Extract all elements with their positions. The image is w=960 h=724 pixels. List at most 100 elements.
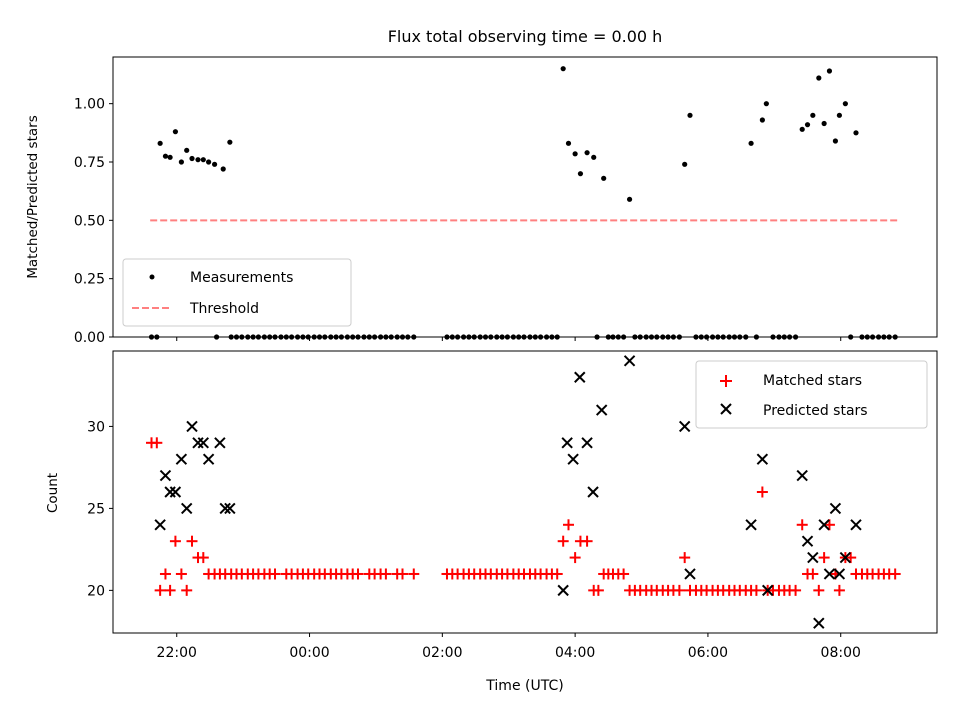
predicted-star-marker-b: [175, 453, 188, 465]
predicted-star-marker-b: [567, 453, 579, 465]
predicted-star-marker: [595, 404, 608, 416]
predicted-star-marker: [164, 486, 176, 498]
predicted-star-marker: [678, 420, 691, 433]
measurement-point: [821, 120, 827, 127]
predicted-star-marker-b: [684, 568, 696, 580]
matched-star-marker: [823, 519, 835, 531]
predicted-star-marker-b: [833, 568, 846, 580]
predicted-star-marker: [684, 568, 696, 580]
predicted-star-marker-b: [186, 420, 198, 433]
measurement-point: [157, 140, 163, 146]
predicted-star-marker-b: [197, 437, 210, 449]
predicted-star-marker: [829, 502, 842, 515]
measurement-point: [200, 157, 206, 163]
matched-star-marker: [169, 535, 181, 547]
chart-title: Flux total observing time = 0.00 h: [388, 27, 663, 46]
matched-star-marker: [562, 519, 574, 531]
predicted-star-marker-b: [561, 437, 573, 449]
predicted-star-marker-b: [214, 437, 226, 449]
measurement-point: [626, 196, 633, 202]
matched-star-marker: [845, 552, 857, 564]
measurement-point: [220, 166, 226, 172]
predicted-star-marker-b: [745, 519, 757, 531]
top-legend: Measurements Threshold: [122, 258, 352, 327]
bottom-legend: Matched stars Predicted stars: [695, 360, 928, 429]
predicted-star-marker-b: [219, 502, 231, 515]
matched-star-marker: [813, 584, 825, 596]
matched-star-marker: [818, 552, 830, 564]
matched-star-marker: [197, 552, 209, 564]
predicted-star-marker: [818, 519, 830, 531]
measurement-point: [167, 154, 173, 160]
predicted-star-marker: [623, 355, 636, 367]
top-y-tick-label: 0.75: [74, 155, 105, 171]
predicted-star-marker-b: [813, 617, 825, 629]
measurement-point: [836, 112, 842, 118]
predicted-star-marker: [202, 453, 215, 465]
measurement-point: [832, 138, 839, 144]
measurement-point: [591, 154, 597, 160]
top-y-tick-label: 1.00: [74, 97, 105, 113]
legend-matched-marker: [720, 375, 732, 387]
matched-star-marker: [380, 568, 392, 580]
predicted-star-marker: [581, 437, 593, 449]
top-panel: Flux total observing time = 0.00 h Match…: [25, 27, 938, 346]
matched-stars-layer: [146, 437, 901, 596]
bottom-x-tick-label: 08:00: [821, 645, 861, 661]
measurement-point: [826, 68, 833, 74]
matched-star-marker: [581, 535, 593, 547]
matched-star-marker: [790, 584, 802, 596]
predicted-star-marker-b: [587, 486, 599, 498]
predicted-star-marker-b: [154, 519, 166, 531]
bottom-y-axis: 20 25 30: [87, 419, 113, 599]
predicted-star-marker: [197, 437, 210, 449]
x-axis-label: Time (UTC): [485, 678, 563, 694]
bottom-y-tick-label: 30: [87, 419, 105, 435]
bottom-x-tick-label: 04:00: [555, 645, 595, 661]
measurement-point: [804, 122, 811, 128]
predicted-star-marker-b: [595, 404, 608, 416]
matched-star-marker: [551, 568, 563, 580]
bottom-x-axis: 22:00 00:00 02:00 04:00 06:00 08:00: [157, 633, 861, 661]
matched-star-marker: [352, 568, 364, 580]
predicted-star-marker-b: [829, 502, 842, 515]
predicted-star-marker-b: [839, 551, 852, 564]
measurement-point: [172, 129, 179, 135]
predicted-star-marker: [159, 469, 172, 482]
bottom-y-tick-label: 20: [87, 583, 105, 599]
matched-star-marker: [164, 584, 176, 596]
matched-star-marker: [159, 568, 171, 580]
predicted-star-marker: [839, 551, 852, 564]
measurement-point: [748, 140, 754, 146]
predicted-star-marker: [561, 437, 573, 449]
bottom-plot-frame: [112, 350, 938, 634]
predicted-star-marker: [823, 568, 836, 580]
measurement-point: [565, 140, 572, 146]
top-plot-frame: [112, 56, 938, 338]
matched-star-marker: [408, 568, 420, 580]
predicted-star-marker: [813, 617, 825, 629]
predicted-star-marker-b: [801, 535, 814, 547]
matched-star-marker: [154, 584, 166, 596]
predicted-star-marker: [574, 371, 586, 383]
matched-star-marker: [396, 568, 408, 580]
top-y-tick-label: 0.50: [74, 213, 105, 229]
top-y-axis-label: Matched/Predicted stars: [25, 115, 41, 278]
predicted-star-marker: [154, 519, 166, 531]
predicted-star-marker-b: [159, 469, 172, 482]
matched-star-marker: [750, 584, 762, 596]
predicted-star-marker-b: [761, 584, 774, 597]
bottom-y-axis-label: Count: [45, 473, 61, 513]
bottom-x-tick-label: 02:00: [422, 645, 462, 661]
predicted-star-marker: [833, 568, 846, 580]
predicted-star-marker: [807, 551, 819, 564]
measurement-point: [189, 155, 195, 162]
predicted-star-marker-b: [818, 519, 830, 531]
predicted-star-marker: [180, 502, 193, 515]
measurement-point: [577, 171, 584, 177]
predicted-star-marker-b: [169, 486, 182, 498]
predicted-stars-layer: [154, 355, 862, 629]
predicted-star-marker-b: [850, 519, 862, 531]
bottom-x-tick-label: 06:00: [688, 645, 728, 661]
